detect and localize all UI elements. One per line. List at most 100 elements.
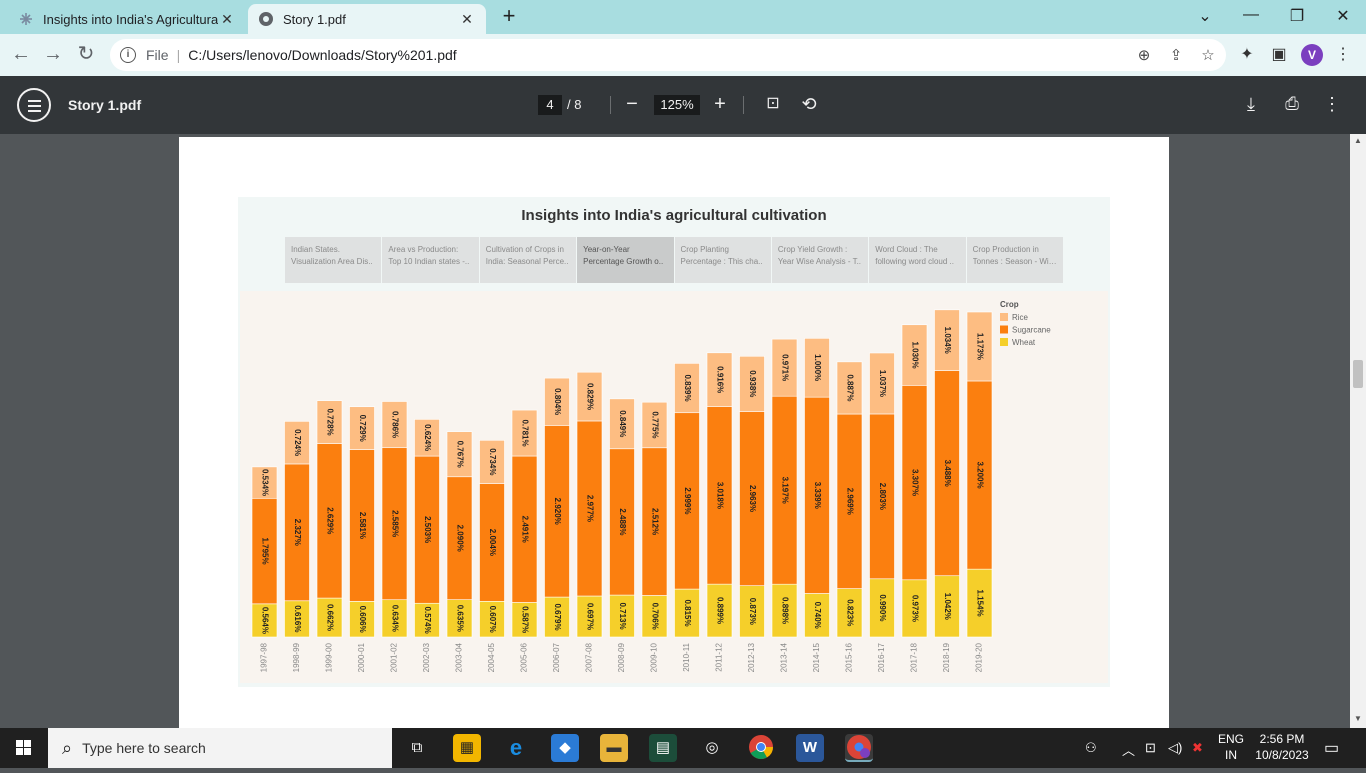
divider	[743, 96, 744, 114]
volume-icon[interactable]: ◁)	[1168, 740, 1183, 755]
url-text[interactable]: C:/Users/lenovo/Downloads/Story%201.pdf	[188, 47, 457, 63]
fit-page-icon[interactable]: ⊡	[766, 95, 780, 112]
data-label: 2.090%	[455, 525, 464, 552]
copilot-icon[interactable]: ◆	[551, 734, 579, 762]
task-view-icon[interactable]: ⧉	[411, 739, 423, 756]
data-label: 3.488%	[943, 460, 952, 487]
story-point-8[interactable]: Crop Production in Tonnes : Season - Wis.…	[966, 237, 1063, 283]
close-icon[interactable]: ✕	[461, 10, 473, 27]
bar-segment-sugarcane	[641, 447, 668, 596]
bar-segment-sugarcane	[479, 483, 505, 602]
story-point-7[interactable]: Word Cloud : The following word cloud ..	[869, 237, 966, 283]
vertical-scrollbar[interactable]: ▲ ▼	[1350, 134, 1366, 728]
avatar[interactable]: V	[1301, 44, 1323, 66]
page-number-input[interactable]: 4	[538, 95, 562, 115]
scroll-up-arrow-icon[interactable]: ▲	[1354, 136, 1362, 145]
bar-segment-rice	[641, 401, 668, 449]
people-icon[interactable]: ⚇	[1085, 740, 1097, 755]
notifications-icon[interactable]: ▭	[1324, 740, 1340, 757]
zoom-out-button[interactable]: −	[626, 93, 638, 115]
data-label: 2.963%	[748, 485, 757, 512]
system-clock[interactable]: 2:56 PM 10/8/2023	[1252, 731, 1312, 763]
data-label: 1.173%	[975, 333, 984, 360]
bar-segment-sugarcane	[966, 380, 993, 570]
zoom-level-input[interactable]: 125%	[654, 95, 700, 115]
language-code: ENG	[1217, 732, 1244, 746]
tableau-dashboard: Insights into India's agricultural culti…	[238, 197, 1110, 687]
antivirus-icon[interactable]: ✖	[1192, 740, 1203, 755]
pdf-viewer[interactable]: Insights into India's agricultural culti…	[0, 134, 1350, 728]
scroll-down-arrow-icon[interactable]: ▼	[1354, 714, 1362, 723]
chrome-profile-icon[interactable]	[845, 734, 873, 762]
data-label: 0.713%	[618, 602, 627, 629]
story-point-4[interactable]: Year-on-Year Percentage Growth o..	[577, 237, 674, 283]
word-icon[interactable]: W	[796, 734, 824, 762]
tab-story-pdf[interactable]: Story 1.pdf ✕	[248, 4, 486, 34]
story-point-2[interactable]: Area vs Production: Top 10 Indian states …	[382, 237, 479, 283]
share-icon[interactable]: ⇪	[1169, 47, 1183, 64]
terminal-icon[interactable]: ▤	[649, 734, 677, 762]
forward-button[interactable]: →	[43, 43, 63, 65]
search-placeholder: Type here to search	[82, 740, 206, 756]
data-label: 0.635%	[455, 605, 464, 632]
chevron-up-icon[interactable]: ︿	[1122, 743, 1136, 758]
close-icon[interactable]: ✕	[221, 10, 233, 27]
tab-insights[interactable]: Insights into India's Agricultural ✕	[8, 4, 246, 34]
scroll-thumb[interactable]	[1353, 360, 1363, 388]
zoom-icon[interactable]: ⊕	[1137, 47, 1151, 64]
bar-segment-rice	[609, 398, 635, 450]
story-point-5[interactable]: Crop Planting Percentage : This cha..	[674, 237, 771, 283]
bar-segment-sugarcane	[576, 420, 603, 597]
print-icon[interactable]: ⎙	[1285, 94, 1299, 113]
minimize-button[interactable]: —	[1243, 6, 1259, 23]
taskbar-search-box[interactable]: ⌕ Type here to search	[48, 728, 392, 768]
language-indicator[interactable]: ENG IN	[1212, 731, 1250, 763]
data-label: 0.697%	[585, 603, 594, 630]
hamburger-menu-icon[interactable]	[17, 88, 51, 122]
more-actions-icon[interactable]: ⋮	[1323, 94, 1341, 114]
restore-button[interactable]: ❐	[1289, 8, 1305, 25]
bar-segment-rice	[706, 352, 733, 407]
legend-entry: Sugarcane	[1012, 326, 1051, 335]
windows-start-button[interactable]	[0, 728, 48, 768]
story-point-1[interactable]: Indian States. Visualization Area Dis..	[285, 237, 382, 283]
extensions-puzzle-icon[interactable]: ✦	[1240, 46, 1254, 63]
browser-tab-strip: Insights into India's Agricultural ✕ Sto…	[0, 0, 1366, 34]
side-panel-icon[interactable]: ▣	[1271, 46, 1287, 63]
story-point-6[interactable]: Crop Yield Growth : Year Wise Analysis - …	[771, 237, 869, 283]
new-tab-button[interactable]: +	[502, 3, 516, 28]
download-icon[interactable]: ⤓	[1247, 94, 1255, 114]
address-bar[interactable]: i File | C:/Users/lenovo/Downloads/Story…	[110, 39, 1226, 71]
internet-explorer-icon[interactable]: e	[509, 735, 523, 760]
bar-segment-wheat	[284, 600, 310, 638]
bar-segment-wheat	[576, 595, 603, 638]
reload-button[interactable]: ↻	[77, 43, 95, 65]
window-close-button[interactable]: ✕	[1336, 8, 1350, 25]
zoom-in-button[interactable]: +	[714, 93, 726, 115]
data-label: 1.042%	[943, 593, 952, 620]
file-explorer-icon[interactable]: ▬	[600, 734, 628, 762]
x-tick-label: 2015-16	[845, 642, 854, 672]
tab-search-chevron-icon[interactable]: ⌄	[1198, 8, 1212, 25]
bar-segment-wheat	[544, 596, 570, 638]
bar-segment-wheat	[706, 583, 733, 638]
data-label: 2.969%	[845, 488, 854, 515]
legend-swatch	[1000, 313, 1008, 321]
story-point-3[interactable]: Cultivation of Crops in India: Seasonal P…	[479, 237, 577, 283]
rotate-icon[interactable]: ⟲	[801, 94, 817, 114]
back-button[interactable]: ←	[11, 43, 31, 65]
bar-segment-sugarcane	[284, 463, 310, 602]
chrome-icon[interactable]	[747, 734, 775, 762]
x-tick-label: 2012-13	[747, 642, 756, 672]
media-player-icon[interactable]: ◎	[705, 739, 719, 756]
page-total: / 8	[567, 97, 582, 112]
bar-segment-wheat	[446, 599, 473, 638]
bar-segment-rice	[869, 352, 895, 415]
info-icon[interactable]: i	[120, 47, 136, 63]
microsoft-store-icon[interactable]: ▦	[453, 734, 481, 762]
kebab-menu-icon[interactable]: ⋮	[1335, 46, 1351, 63]
data-label: 2.327%	[293, 519, 302, 546]
bookmark-star-icon[interactable]: ☆	[1201, 47, 1215, 64]
network-icon[interactable]: ⊡	[1145, 740, 1156, 755]
bar-segment-wheat	[609, 594, 635, 638]
